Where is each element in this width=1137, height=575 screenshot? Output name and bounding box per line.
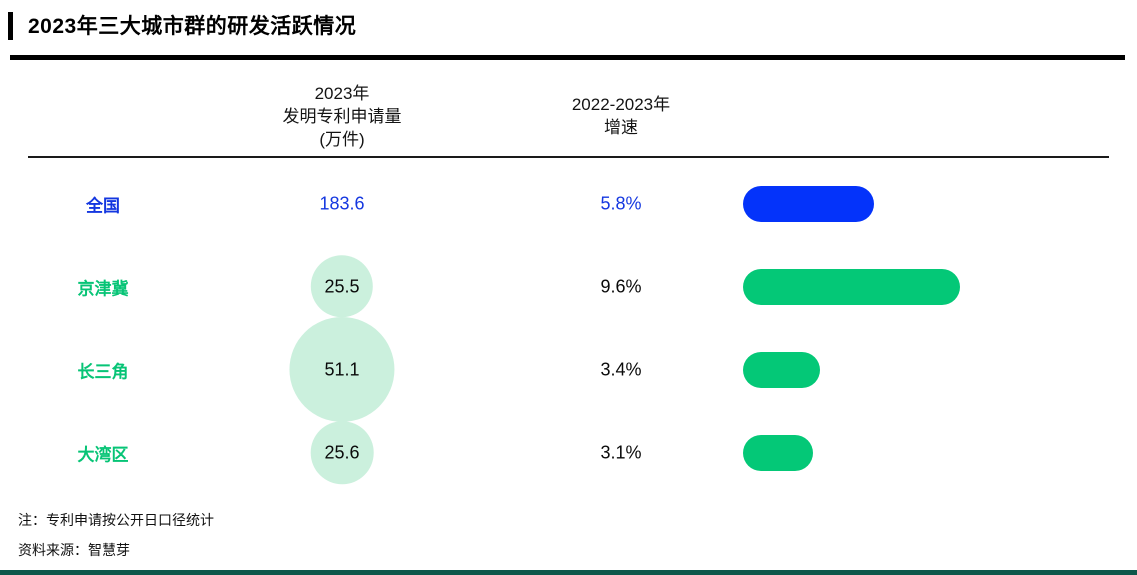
table-row: 长三角 51.1 3.4% <box>0 316 1137 423</box>
column-header-growth: 2022-2023年 增速 <box>541 93 701 139</box>
patents-value: 25.5 <box>262 255 422 318</box>
title-divider <box>10 55 1125 60</box>
growth-bar <box>743 268 960 305</box>
header-divider <box>28 156 1109 158</box>
table-row: 京津冀 25.5 9.6% <box>0 245 1137 328</box>
growth-value: 3.4% <box>600 359 642 379</box>
footer-bar <box>0 570 1137 575</box>
column-header-growth-line1: 2022-2023年 <box>571 95 671 114</box>
table-row: 全国 183.6 5.8% <box>0 162 1137 245</box>
title-accent-bar <box>8 12 13 40</box>
page-title: 2023年三大城市群的研发活跃情况 <box>28 15 357 38</box>
data-rows: 全国 183.6 5.8% 京津冀 25.5 9.6% 长三角 51.1 3.4% 大湾区 25.6… <box>0 162 1137 494</box>
region-label: 长三角 <box>77 362 129 381</box>
growth-bar <box>743 185 875 222</box>
growth-value: 3.1% <box>600 442 642 462</box>
patents-value: 51.1 <box>262 316 422 423</box>
patents-value-text: 183.6 <box>319 193 365 213</box>
footnote: 注：专利申请按公开日口径统计 <box>18 512 214 528</box>
patents-bubble <box>310 421 374 484</box>
column-header-patents-line3: (万件) <box>319 130 365 149</box>
patents-value-text: 25.5 <box>324 276 360 296</box>
patents-bubble <box>310 255 374 318</box>
patents-bubble <box>289 316 395 423</box>
column-header-patents-line2: 发明专利申请量 <box>282 107 402 126</box>
region-label: 京津冀 <box>77 279 129 298</box>
growth-value: 9.6% <box>600 276 642 296</box>
growth-bar <box>743 351 820 388</box>
region-label: 全国 <box>86 196 120 215</box>
region-label: 大湾区 <box>77 445 129 464</box>
patents-value: 25.6 <box>262 421 422 484</box>
column-header-patents-line1: 2023年 <box>314 84 370 103</box>
patents-value-text: 25.6 <box>324 442 360 462</box>
patents-value-text: 51.1 <box>324 359 360 379</box>
patents-value: 183.6 <box>262 193 422 214</box>
source-note: 资料来源：智慧芽 <box>18 542 130 558</box>
column-header-patents: 2023年 发明专利申请量 (万件) <box>262 82 422 151</box>
table-row: 大湾区 25.6 3.1% <box>0 411 1137 494</box>
growth-bar <box>743 434 814 471</box>
growth-value: 5.8% <box>600 193 642 213</box>
column-header-growth-line2: 增速 <box>604 118 638 137</box>
